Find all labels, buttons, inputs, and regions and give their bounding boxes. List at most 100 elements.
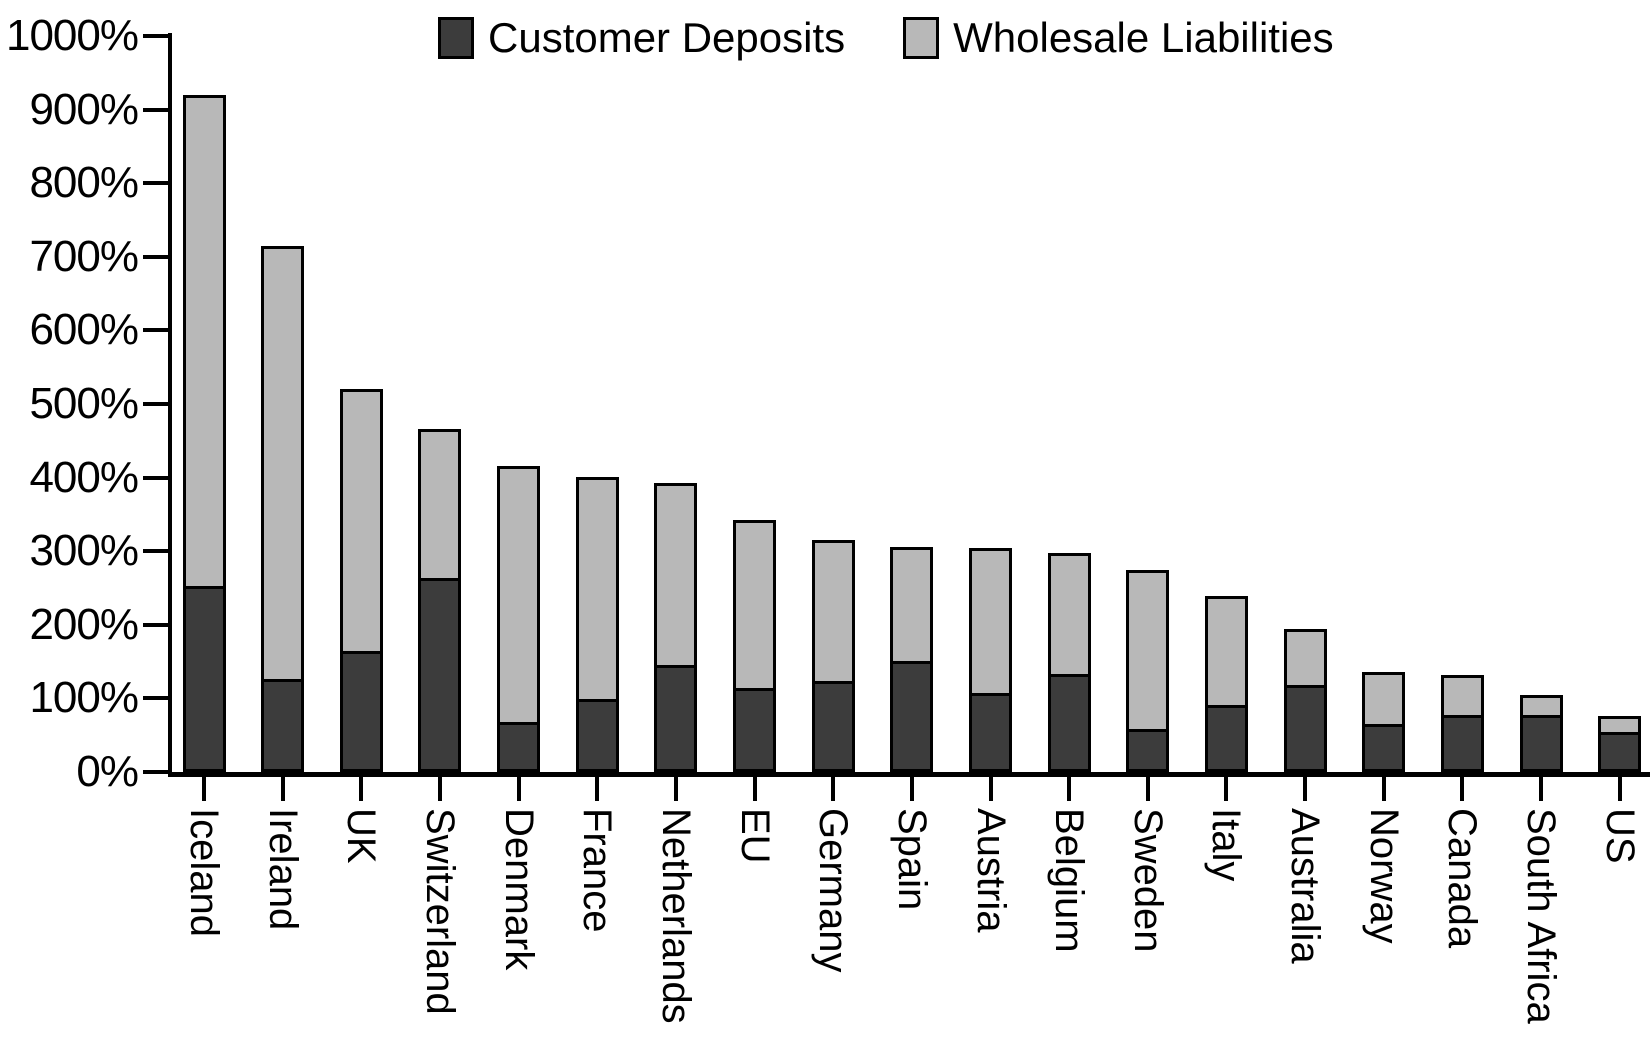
legend-item-customer-deposits: Customer Deposits (438, 14, 845, 62)
y-tick-label: 500% (29, 379, 139, 428)
customer-deposits-segment (342, 650, 380, 769)
customer-deposits-segment (1443, 714, 1481, 769)
x-axis-label-denmark: Denmark (496, 808, 541, 971)
x-tick (1460, 777, 1465, 801)
x-axis-label-iceland: Iceland (182, 808, 226, 937)
y-tick (143, 107, 169, 112)
customer-deposits-segment (264, 679, 302, 769)
y-tick-label: 900% (29, 84, 139, 134)
customer-deposits-swatch-icon (438, 17, 474, 59)
y-tick-label: 300% (29, 526, 139, 576)
x-axis-label-switzerland: Switzerland (417, 808, 462, 1015)
y-tick (143, 696, 169, 701)
x-axis-label-norway: Norway (1361, 808, 1406, 944)
x-tick (1224, 777, 1229, 801)
legend-label-wholesale-liabilities: Wholesale Liabilities (953, 14, 1334, 61)
legend-label-customer-deposits: Customer Deposits (488, 14, 846, 61)
y-tick (143, 328, 169, 333)
bar-germany (811, 540, 855, 772)
customer-deposits-segment (1601, 732, 1639, 769)
x-axis-label-italy: Italy (1204, 808, 1249, 882)
bar-switzerland (418, 429, 462, 772)
bar-ireland (261, 245, 305, 772)
customer-deposits-segment (578, 699, 616, 769)
x-axis-label-germany: Germany (811, 808, 856, 973)
customer-deposits-segment (1129, 728, 1167, 769)
y-tick-label: 700% (29, 231, 139, 281)
y-tick-label: 1000% (5, 11, 139, 60)
x-axis-line (168, 772, 1650, 777)
y-tick-label: 100% (29, 673, 139, 723)
y-tick (143, 254, 169, 259)
customer-deposits-segment (1522, 714, 1560, 769)
y-tick-label: 800% (29, 158, 139, 208)
y-tick (143, 475, 169, 480)
y-tick (143, 770, 169, 774)
bar-uk (339, 388, 383, 772)
x-tick (1067, 777, 1072, 801)
x-axis-label-sweden: Sweden (1125, 808, 1170, 953)
x-tick (1539, 777, 1544, 801)
x-tick (988, 777, 993, 801)
customer-deposits-segment (893, 661, 931, 769)
customer-deposits-segment (1050, 674, 1088, 769)
x-tick (280, 777, 285, 801)
x-axis-label-belgium: Belgium (1047, 808, 1092, 953)
x-tick (909, 777, 914, 801)
customer-deposits-segment (500, 722, 538, 769)
bar-us (1598, 716, 1642, 772)
y-tick-label: 0% (76, 747, 139, 796)
x-tick (516, 777, 521, 801)
x-tick (202, 777, 206, 801)
bar-iceland (182, 94, 226, 772)
customer-deposits-segment (1365, 724, 1403, 769)
customer-deposits-segment (814, 680, 852, 769)
x-tick (437, 777, 442, 801)
customer-deposits-segment (421, 577, 459, 769)
x-axis-label-south-africa: South Africa (1519, 808, 1564, 1024)
customer-deposits-segment (972, 693, 1009, 769)
bar-spain (890, 546, 934, 772)
bar-eu (733, 520, 777, 772)
y-tick (143, 402, 169, 406)
x-tick (1381, 777, 1386, 801)
y-tick-label: 200% (29, 599, 139, 649)
x-tick (1145, 777, 1150, 801)
legend-item-wholesale-liabilities: Wholesale Liabilities (903, 14, 1334, 62)
x-tick (1303, 777, 1308, 801)
bar-australia (1283, 629, 1327, 772)
y-axis-line (168, 33, 172, 776)
bar-sweden (1126, 569, 1170, 772)
x-axis-label-uk: UK (339, 808, 384, 864)
y-tick-label: 600% (29, 305, 139, 355)
customer-deposits-segment (1286, 685, 1324, 769)
customer-deposits-segment (1207, 705, 1245, 769)
y-tick (143, 181, 169, 186)
x-axis-label-netherlands: Netherlands (653, 808, 698, 1024)
y-tick (143, 34, 169, 38)
x-axis-label-france: France (575, 808, 620, 933)
bar-italy (1204, 596, 1248, 772)
y-tick (143, 622, 169, 627)
x-axis-label-ireland: Ireland (260, 808, 305, 931)
x-tick (595, 777, 600, 801)
customer-deposits-segment (657, 665, 695, 769)
x-axis-label-us: US (1597, 808, 1642, 864)
bar-denmark (497, 465, 541, 772)
x-axis-label-spain: Spain (889, 808, 934, 911)
customer-deposits-segment (736, 688, 774, 769)
x-axis-label-eu: EU (732, 808, 777, 864)
bar-netherlands (654, 483, 698, 772)
bar-south-africa (1519, 695, 1563, 772)
wholesale-liabilities-swatch-icon (903, 17, 940, 59)
y-tick-label: 400% (29, 452, 139, 502)
chart-legend: Customer Deposits Wholesale Liabilities (438, 14, 1334, 62)
x-tick (1617, 777, 1622, 801)
x-tick (359, 777, 364, 801)
bar-france (575, 476, 619, 772)
x-axis-label-canada: Canada (1440, 808, 1485, 949)
x-tick (831, 777, 836, 801)
bar-norway (1362, 671, 1406, 772)
x-tick (673, 777, 678, 801)
